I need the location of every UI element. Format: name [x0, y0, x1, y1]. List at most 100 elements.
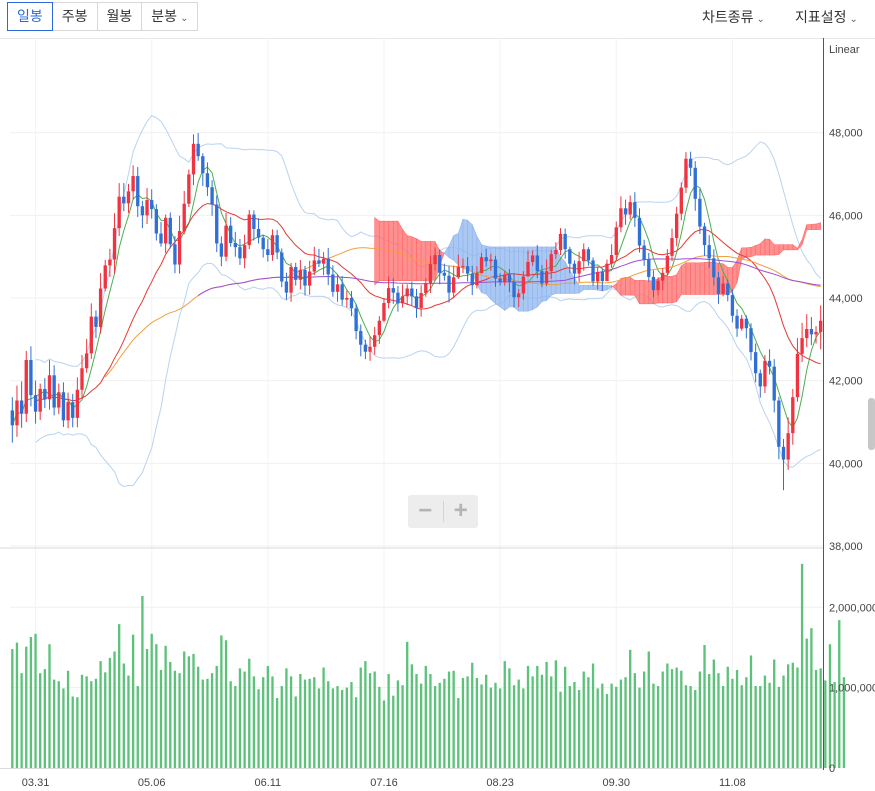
volume-bar — [308, 678, 311, 768]
volume-bar — [187, 656, 191, 768]
chevron-down-icon: ⌄ — [756, 14, 765, 25]
candle-body — [489, 259, 493, 262]
volume-bar — [336, 686, 339, 768]
candle-body — [182, 203, 186, 232]
volume-bar — [819, 668, 822, 768]
bollinger-lower — [35, 262, 821, 488]
candle-body — [442, 272, 447, 276]
volume-bar — [666, 663, 669, 768]
candle-body — [219, 243, 224, 257]
volume-bar — [178, 673, 181, 768]
candle-body — [410, 288, 414, 297]
candle-body — [80, 368, 84, 390]
candle-body — [679, 187, 683, 214]
candle-body — [75, 389, 80, 418]
candle-body — [702, 226, 707, 246]
candle-body — [582, 249, 586, 262]
volume-bar — [262, 677, 265, 768]
candle-body — [196, 143, 200, 157]
volume-bar — [317, 688, 321, 768]
candle-body — [433, 255, 437, 265]
cloud-segment — [634, 280, 640, 304]
chevron-down-icon: ⌄ — [849, 14, 858, 25]
cloud-segment — [583, 285, 589, 290]
candle-body — [419, 293, 423, 308]
volume-bar — [457, 698, 460, 768]
zoom-in-button[interactable]: + — [453, 497, 468, 524]
volume-bar — [387, 673, 390, 768]
candle-body — [651, 276, 656, 291]
volume-bar — [94, 678, 98, 768]
volume-bar — [345, 687, 348, 768]
bollinger-band — [35, 114, 822, 488]
volume-bar — [201, 679, 204, 768]
tab-weekly[interactable]: 주봉 — [51, 2, 98, 31]
volume-bar — [104, 672, 107, 768]
candle-body — [596, 271, 600, 282]
volume-bar — [76, 697, 79, 768]
volume-bar — [99, 661, 102, 768]
chart-type-menu[interactable]: 차트종류 ⌄ — [702, 7, 765, 27]
cloud-segment — [741, 247, 747, 260]
volume-bar — [285, 668, 288, 768]
candle-body — [386, 288, 391, 303]
candle-body — [465, 266, 470, 274]
volume-bar — [800, 563, 804, 768]
zoom-out-button[interactable]: − — [418, 497, 433, 524]
volume-bar — [726, 666, 729, 768]
candle-body — [721, 283, 725, 294]
volume-bar — [131, 634, 135, 768]
candle-body — [368, 346, 372, 352]
candle-body — [284, 281, 289, 293]
volume-bar — [113, 651, 116, 768]
candle-body — [558, 233, 563, 251]
candle-body — [530, 255, 535, 263]
time-tick-label: 03.31 — [22, 777, 50, 789]
ichimoku-cloud — [374, 216, 821, 312]
volume-bar — [368, 673, 372, 768]
volume-bar — [266, 665, 269, 768]
volume-bar — [159, 669, 163, 768]
volume-bar — [447, 671, 451, 768]
tab-daily[interactable]: 일봉 — [7, 2, 53, 31]
candle-body — [15, 400, 19, 426]
candle-body — [786, 433, 790, 460]
candle-body — [619, 208, 623, 228]
volume-bar — [392, 695, 395, 768]
volume-bar — [373, 671, 376, 768]
candle-body — [215, 204, 219, 244]
volume-bar — [838, 620, 841, 768]
scroll-handle[interactable] — [868, 398, 875, 450]
candle-body — [563, 233, 567, 250]
indicator-settings-menu[interactable]: 지표설정 ⌄ — [795, 7, 858, 27]
volume-bar — [624, 677, 627, 768]
candle-body — [10, 410, 14, 426]
volume-bar — [452, 670, 455, 768]
scale-label[interactable]: Linear — [829, 44, 860, 56]
candle-body — [605, 263, 609, 282]
volume-bar — [466, 676, 469, 768]
volume-bar — [605, 694, 609, 768]
candle-body — [326, 258, 330, 275]
tab-minute[interactable]: 분봉 ⌄ — [141, 2, 199, 31]
volume-bar — [698, 671, 702, 768]
tab-monthly[interactable]: 월봉 — [96, 2, 143, 31]
volume-bar — [118, 624, 121, 768]
ma20-line — [35, 203, 821, 402]
candle-body — [517, 293, 521, 298]
volume-bar — [206, 678, 209, 768]
time-tick-label: 08.23 — [486, 777, 514, 789]
cloud-segment — [592, 285, 598, 291]
volume-bar — [564, 666, 567, 768]
volume-bar — [327, 681, 330, 768]
volume-bar — [596, 688, 599, 768]
volume-bar — [164, 645, 167, 768]
price-volume-chart[interactable]: 48,000 46,000 44,000 42,000 40,000 38,000 2,00… — [0, 38, 875, 791]
candle-body — [628, 202, 632, 215]
candle-body — [540, 271, 544, 284]
candle-body — [303, 269, 307, 286]
volume-bar — [526, 665, 530, 768]
volume-bar — [238, 668, 242, 768]
candle-body — [256, 228, 261, 238]
volume-bar — [554, 660, 558, 768]
